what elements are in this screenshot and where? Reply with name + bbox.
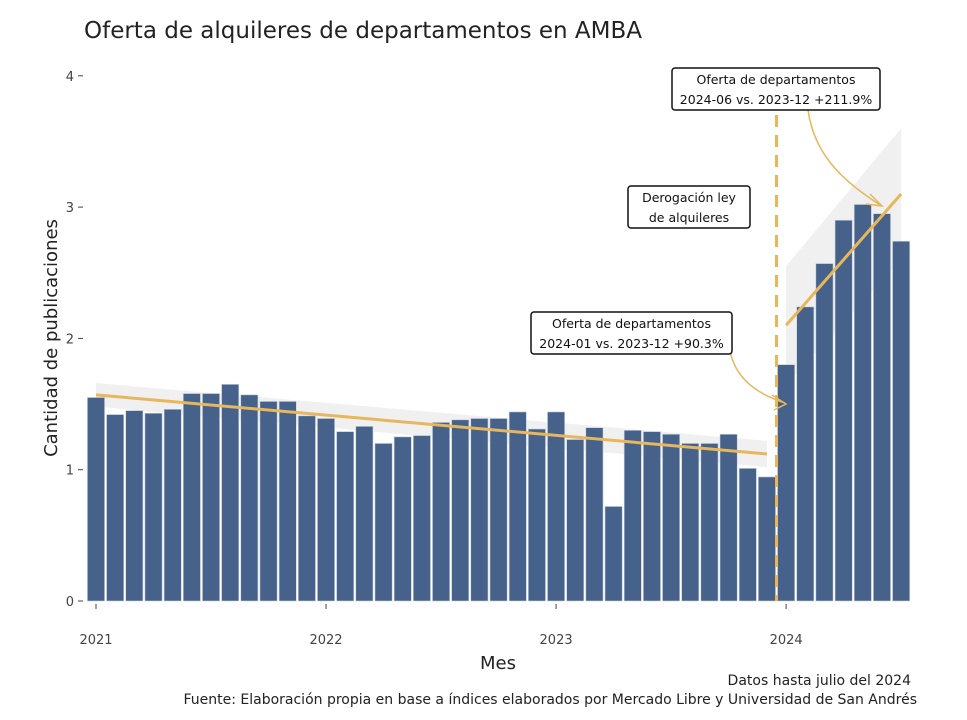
y-tick-label: 3 [66, 201, 74, 216]
bar-2021-03 [125, 410, 144, 602]
bar-2021-12 [297, 415, 316, 602]
x-tick-label: 2024 [770, 633, 803, 648]
bar-2023-04 [604, 506, 623, 602]
bar-2022-09 [470, 418, 489, 602]
bar-2023-08 [681, 443, 700, 602]
bar-2024-05 [853, 204, 872, 602]
bar-2023-06 [643, 431, 661, 602]
bar-2022-11 [508, 411, 527, 602]
annotation-arrow [807, 109, 885, 208]
bar-2022-07 [432, 422, 450, 602]
bar-2023-12 [758, 476, 776, 602]
chart-title: Oferta de alquileres de departamentos en… [84, 18, 642, 44]
bar-2022-03 [355, 426, 374, 602]
annotation-text: 2024-06 vs. 2023-12 +211.9% [680, 92, 873, 107]
bar-2021-11 [278, 401, 297, 602]
bar-2022-04 [374, 443, 393, 602]
y-axis-label: Cantidad de publicaciones [41, 219, 62, 457]
bar-2021-08 [221, 384, 240, 602]
bar-2022-12 [528, 428, 546, 602]
annotation-text: 2024-01 vs. 2023-12 +90.3% [539, 336, 724, 351]
y-tick-label: 0 [66, 595, 74, 610]
bar-2022-10 [489, 418, 508, 602]
bar-2023-10 [719, 433, 738, 602]
bar-2023-09 [700, 443, 719, 602]
bar-2023-05 [623, 430, 642, 602]
trend-line [784, 192, 903, 327]
y-tick-label: 4 [66, 70, 74, 85]
bar-2021-06 [182, 393, 201, 602]
bar-2022-01 [317, 418, 335, 602]
x-tick-label: 2023 [540, 633, 573, 648]
bar-2021-02 [106, 414, 125, 602]
annotation-text: Oferta de departamentos [552, 316, 711, 331]
bar-2024-06 [873, 213, 891, 602]
bar-2022-08 [451, 419, 470, 602]
bar-2022-02 [336, 431, 355, 602]
annotation-text: Oferta de departamentos [697, 72, 856, 87]
y-tick-label: 2 [66, 332, 74, 347]
x-tick-label: 2022 [309, 633, 342, 648]
bar-2021-09 [240, 394, 259, 602]
x-tick-label: 2021 [79, 633, 112, 648]
bar-2021-01 [87, 397, 105, 602]
x-axis-label: Mes [480, 653, 516, 674]
bar-2024-03 [815, 263, 834, 602]
bar-2023-01 [547, 411, 565, 602]
source-caption: Fuente: Elaboración propia en base a índ… [183, 692, 917, 708]
y-tick-label: 1 [66, 464, 74, 479]
annotation-box [530, 311, 733, 355]
bar-2024-04 [834, 219, 853, 602]
annotation-box [627, 185, 751, 229]
annotation-text: de alquileres [649, 210, 729, 225]
data-until-caption: Datos hasta julio del 2024 [727, 673, 911, 689]
bar-2024-07 [892, 240, 911, 602]
bar-2024-02 [796, 306, 815, 602]
bar-2021-05 [163, 409, 182, 602]
trend-line [95, 393, 768, 456]
annotation-box [671, 67, 881, 111]
bar-2021-04 [144, 412, 163, 602]
bar-2023-03 [585, 427, 604, 602]
bar-2023-11 [738, 468, 757, 602]
bar-2023-07 [662, 433, 681, 602]
bar-2021-07 [202, 393, 220, 602]
bar-2022-06 [412, 435, 431, 602]
bar-2022-05 [393, 436, 412, 602]
annotation-arrow [729, 349, 788, 411]
annotation-text: Derogación ley [642, 190, 736, 205]
bar-2023-02 [566, 439, 585, 602]
bar-2021-10 [259, 401, 278, 602]
